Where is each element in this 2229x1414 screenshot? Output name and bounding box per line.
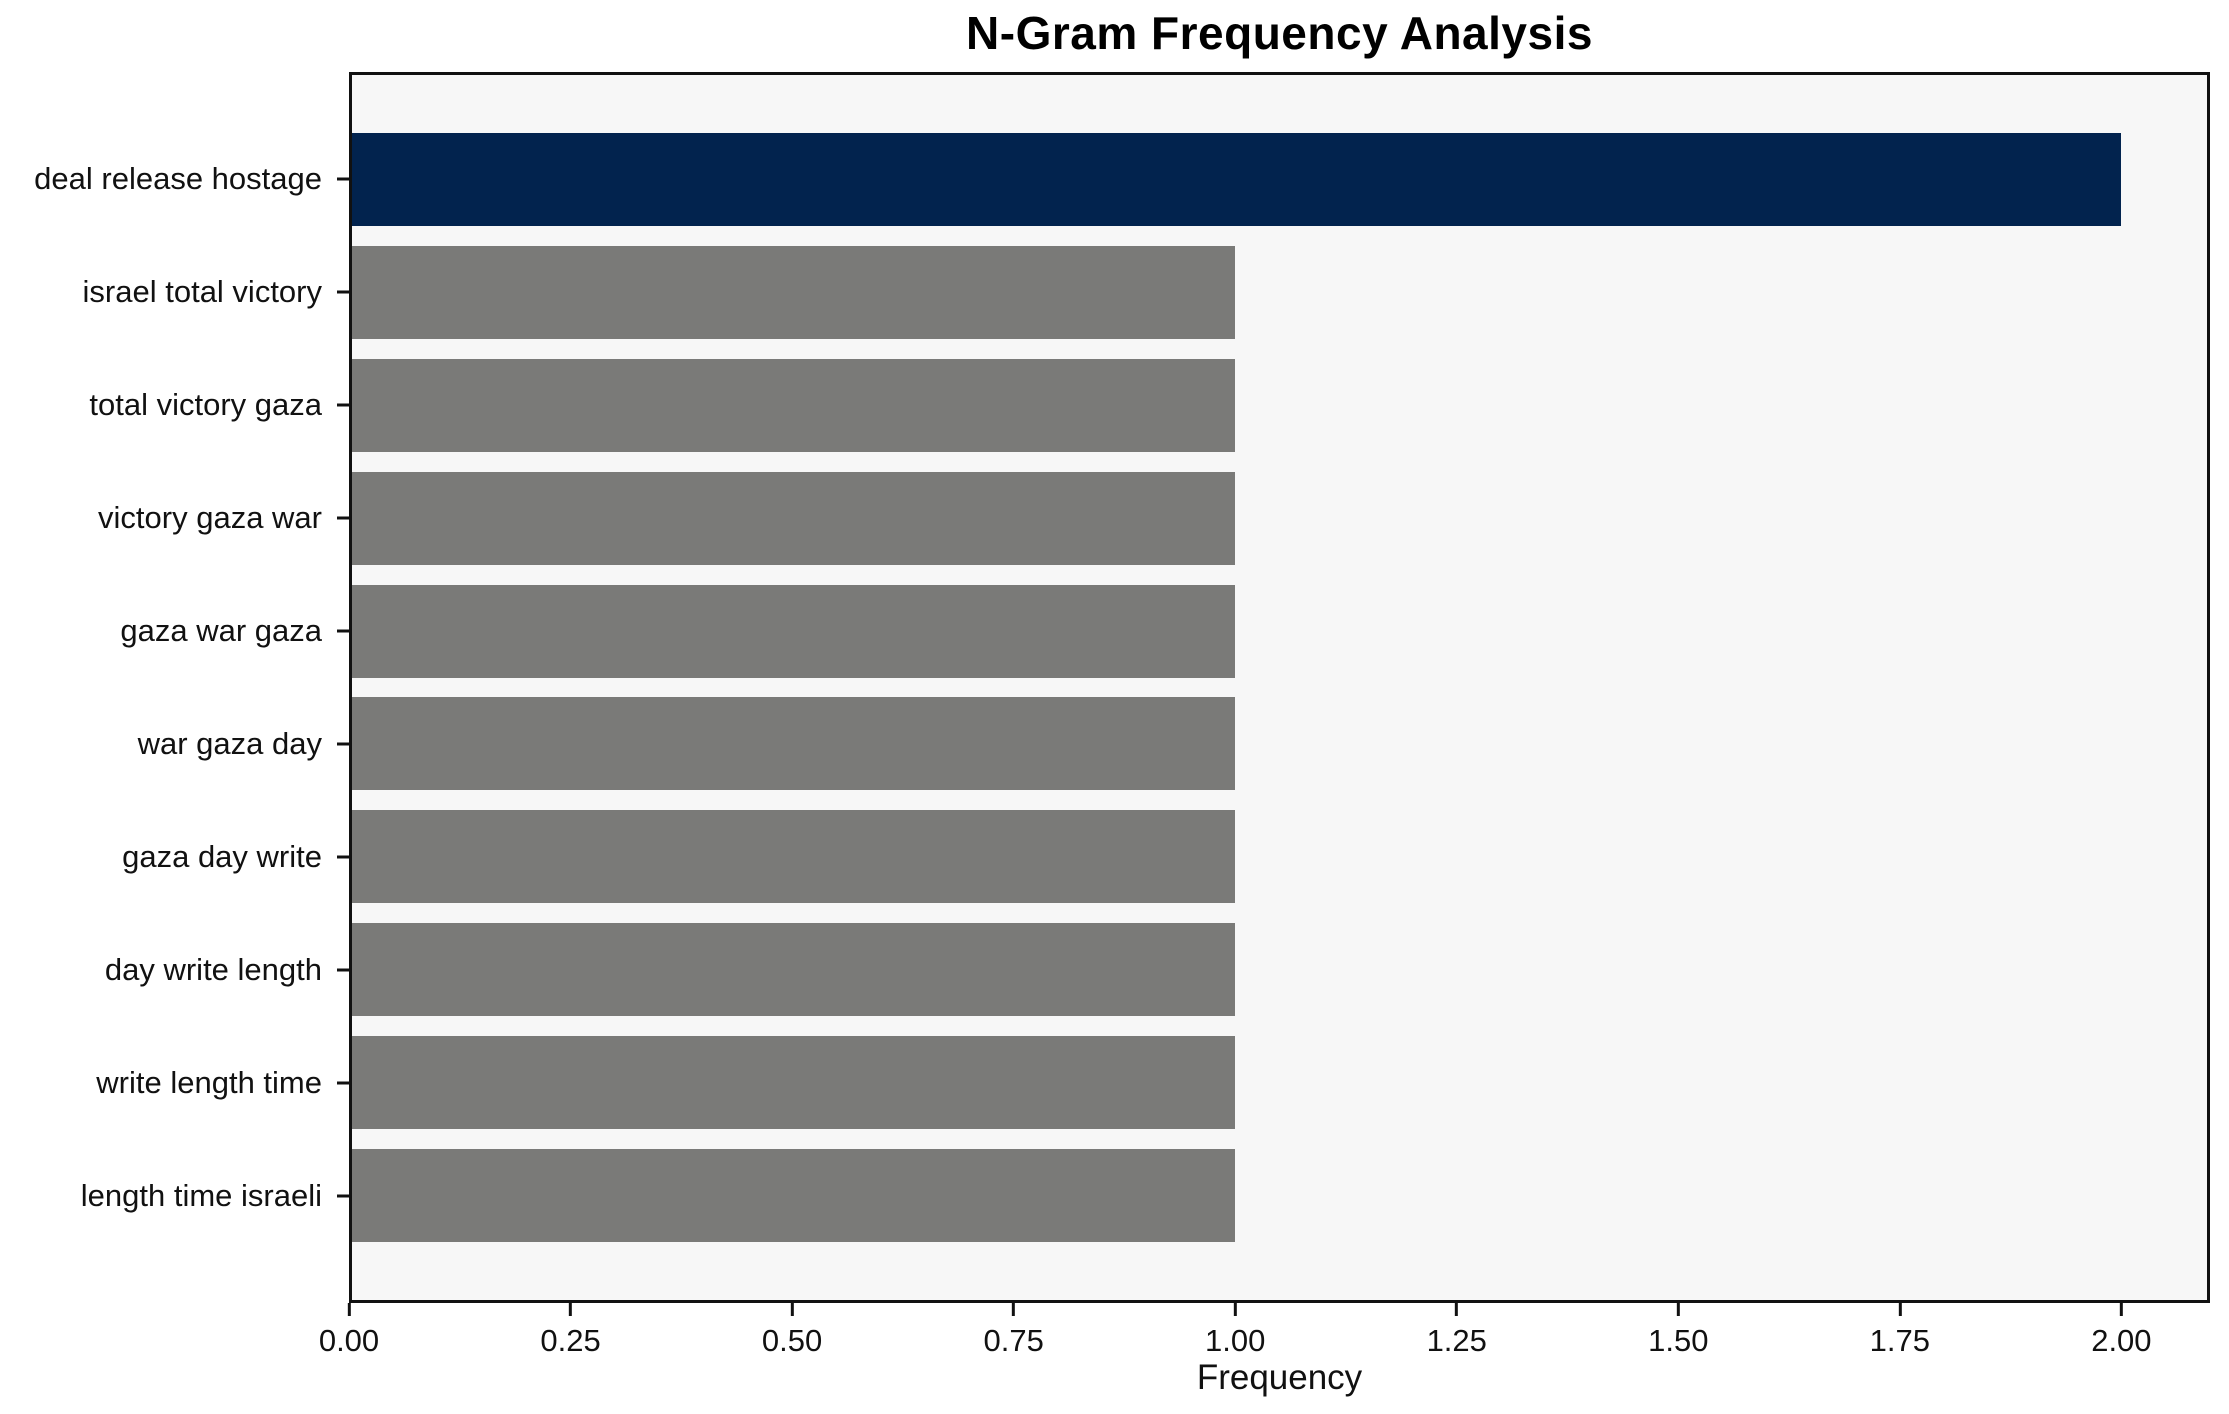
- x-tick: 1.25: [1427, 1303, 1487, 1359]
- y-tick-cell: total victory gaza: [0, 387, 349, 423]
- frequency-bar: [349, 471, 1236, 565]
- bar-row: deal release hostage: [0, 123, 2210, 236]
- x-tick-mark: [347, 1303, 351, 1316]
- bar-track: [349, 697, 2210, 791]
- y-tick-cell: gaza war gaza: [0, 613, 349, 649]
- bar-row: war gaza day: [0, 688, 2210, 801]
- x-tick-label: 2.00: [2091, 1323, 2152, 1358]
- frequency-bar: [349, 358, 1236, 452]
- x-tick-mark: [1898, 1303, 1902, 1316]
- bar-track: [349, 471, 2210, 565]
- bar-track: [349, 584, 2210, 678]
- x-tick: 0.25: [540, 1303, 601, 1359]
- frequency-bar: [349, 584, 1236, 678]
- x-tick: 1.50: [1648, 1303, 1708, 1359]
- y-axis-label: length time israeli: [80, 1177, 322, 1213]
- x-tick-mark: [1233, 1303, 1237, 1316]
- x-tick-label: 0.25: [540, 1323, 601, 1358]
- x-tick: 0.00: [319, 1303, 379, 1359]
- x-tick: 0.75: [983, 1303, 1044, 1359]
- y-axis-label: deal release hostage: [34, 161, 322, 197]
- bars-container: deal release hostage israel total victory…: [0, 72, 2210, 1303]
- y-tick-cell: deal release hostage: [0, 161, 349, 197]
- frequency-bar: [349, 697, 1236, 791]
- y-tick-cell: war gaza day: [0, 726, 349, 762]
- frequency-bar: [349, 1149, 1236, 1243]
- bar-row: israel total victory: [0, 236, 2210, 349]
- x-tick: 2.00: [2091, 1303, 2152, 1359]
- y-axis-label: day write length: [104, 951, 322, 987]
- x-tick-label: 0.75: [983, 1323, 1044, 1358]
- x-tick-label: 1.00: [1205, 1323, 1266, 1358]
- bar-track: [349, 132, 2210, 226]
- x-tick-mark: [1012, 1303, 1016, 1316]
- x-axis: 0.00 0.25 0.50 0.75 1.00 1.25 1.50 1.75 2.00: [319, 1303, 2210, 1373]
- y-axis-label: war gaza day: [137, 725, 322, 761]
- bar-row: gaza war gaza: [0, 575, 2210, 688]
- y-tick-mark: [337, 855, 349, 859]
- x-tick-mark: [1676, 1303, 1680, 1316]
- y-tick-mark: [337, 742, 349, 746]
- y-axis-label: victory gaza war: [98, 500, 322, 536]
- y-tick-mark: [337, 968, 349, 972]
- x-axis-label: Frequency: [1196, 1358, 1363, 1397]
- bar-row: total victory gaza: [0, 349, 2210, 462]
- y-tick-mark: [337, 290, 349, 294]
- y-tick-cell: victory gaza war: [0, 500, 349, 536]
- x-tick-mark: [1455, 1303, 1459, 1316]
- y-tick-cell: gaza day write: [0, 839, 349, 875]
- y-axis-label: total victory gaza: [89, 387, 322, 423]
- y-tick-cell: israel total victory: [0, 274, 349, 310]
- bar-row: victory gaza war: [0, 462, 2210, 575]
- x-tick: 0.50: [762, 1303, 822, 1359]
- frequency-bar: [349, 245, 1236, 339]
- y-tick-cell: day write length: [0, 952, 349, 988]
- x-tick-label: 1.75: [1869, 1323, 1930, 1358]
- bar-track: [349, 923, 2210, 1017]
- y-tick-mark: [337, 1081, 349, 1085]
- y-axis-label: gaza war gaza: [120, 613, 322, 649]
- frequency-bar: [349, 923, 1236, 1017]
- y-tick-mark: [337, 403, 349, 407]
- bar-row: write length time: [0, 1026, 2210, 1139]
- bar-track: [349, 1149, 2210, 1243]
- x-tick-mark: [2119, 1303, 2123, 1316]
- y-tick-mark: [337, 1194, 349, 1198]
- y-tick-mark: [337, 516, 349, 520]
- y-axis-label: gaza day write: [122, 838, 322, 874]
- bar-row: gaza day write: [0, 800, 2210, 913]
- x-tick-label: 1.25: [1426, 1323, 1487, 1358]
- x-tick: 1.00: [1205, 1303, 1265, 1359]
- x-tick-mark: [569, 1303, 573, 1316]
- x-tick-label: 1.50: [1648, 1323, 1709, 1358]
- bar-row: day write length: [0, 913, 2210, 1026]
- frequency-bar: [349, 132, 2122, 226]
- x-tick-label: 0.00: [318, 1323, 380, 1358]
- y-tick-cell: write length time: [0, 1065, 349, 1101]
- frequency-bar: [349, 810, 1236, 904]
- bar-track: [349, 810, 2210, 904]
- bar-track: [349, 358, 2210, 452]
- bar-track: [349, 245, 2210, 339]
- y-axis-label: israel total victory: [82, 274, 322, 310]
- bar-row: length time israeli: [0, 1139, 2210, 1252]
- frequency-bar: [349, 1036, 1236, 1130]
- x-tick-mark: [790, 1303, 794, 1316]
- y-tick-cell: length time israeli: [0, 1178, 349, 1214]
- bar-track: [349, 1036, 2210, 1130]
- chart-title: N-Gram Frequency Analysis: [966, 7, 1593, 59]
- x-tick: 1.75: [1870, 1303, 1930, 1359]
- y-tick-mark: [337, 177, 349, 181]
- y-tick-mark: [337, 629, 349, 633]
- y-axis-label: write length time: [96, 1064, 322, 1100]
- x-tick-label: 0.50: [761, 1323, 823, 1358]
